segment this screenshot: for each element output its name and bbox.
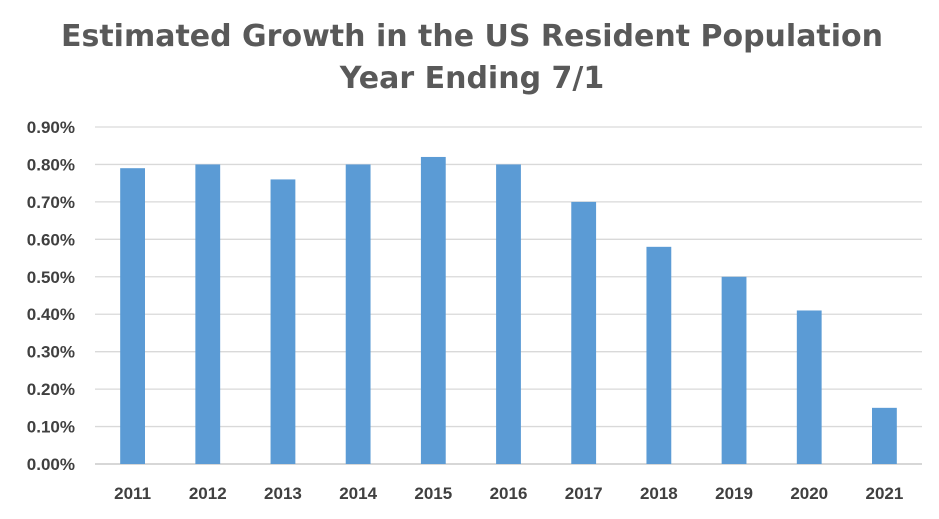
bar <box>721 276 747 464</box>
y-tick-label: 0.20% <box>27 380 75 399</box>
y-tick-label: 0.90% <box>27 118 75 137</box>
y-tick-label: 0.00% <box>27 455 75 474</box>
x-tick-label: 2021 <box>865 484 903 503</box>
bar <box>872 407 897 464</box>
bar <box>496 164 521 464</box>
x-axis-ticks: 2011 2012 2013 2014 2015 2016 2017 2018 2019 2020… <box>114 484 903 503</box>
bar <box>796 310 822 464</box>
chart-title: Estimated Growth in the US Resident Popu… <box>61 19 883 54</box>
x-tick-label: 2020 <box>790 484 828 503</box>
x-tick-label: 2019 <box>715 484 753 503</box>
bar <box>420 156 446 464</box>
y-tick-label: 0.40% <box>27 305 75 324</box>
x-tick-label: 2012 <box>189 484 227 503</box>
y-tick-label: 0.10% <box>27 418 75 437</box>
y-tick-label: 0.50% <box>27 268 75 287</box>
x-tick-label: 2013 <box>264 484 302 503</box>
y-axis-ticks: 0.00% 0.10% 0.20% 0.30% 0.40% 0.50% 0.60% 0.70%… <box>27 118 75 474</box>
y-tick-label: 0.30% <box>27 343 75 362</box>
bar <box>571 201 597 464</box>
bars <box>120 156 897 464</box>
bar <box>646 246 672 464</box>
x-tick-label: 2016 <box>490 484 528 503</box>
bar <box>270 179 296 464</box>
x-tick-label: 2014 <box>339 484 377 503</box>
chart-subtitle: Year Ending 7/1 <box>339 61 604 96</box>
y-tick-label: 0.60% <box>27 230 75 249</box>
x-tick-label: 2011 <box>114 484 151 503</box>
x-tick-label: 2018 <box>640 484 678 503</box>
x-tick-label: 2017 <box>565 484 603 503</box>
x-tick-label: 2015 <box>414 484 452 503</box>
bar <box>120 168 145 464</box>
y-tick-label: 0.80% <box>27 155 75 174</box>
bar <box>345 164 371 464</box>
bar <box>195 164 221 464</box>
y-tick-label: 0.70% <box>27 193 75 212</box>
